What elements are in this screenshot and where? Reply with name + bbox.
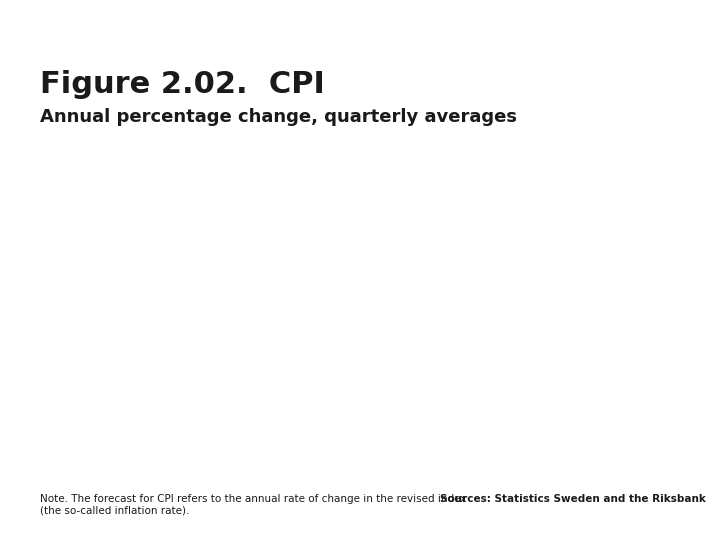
- Text: Sources: Statistics Sweden and the Riksbank: Sources: Statistics Sweden and the Riksb…: [440, 494, 706, 504]
- Text: Figure 2.02.  CPI: Figure 2.02. CPI: [40, 70, 325, 99]
- Text: RIKSBANK: RIKSBANK: [635, 97, 672, 102]
- Text: Annual percentage change, quarterly averages: Annual percentage change, quarterly aver…: [40, 108, 517, 126]
- Text: Note. The forecast for CPI refers to the annual rate of change in the revised in: Note. The forecast for CPI refers to the…: [40, 494, 466, 516]
- Text: SVERIGES: SVERIGES: [636, 86, 671, 91]
- Text: ✦ ✦ ✦
  ✦: ✦ ✦ ✦ ✦: [642, 25, 665, 36]
